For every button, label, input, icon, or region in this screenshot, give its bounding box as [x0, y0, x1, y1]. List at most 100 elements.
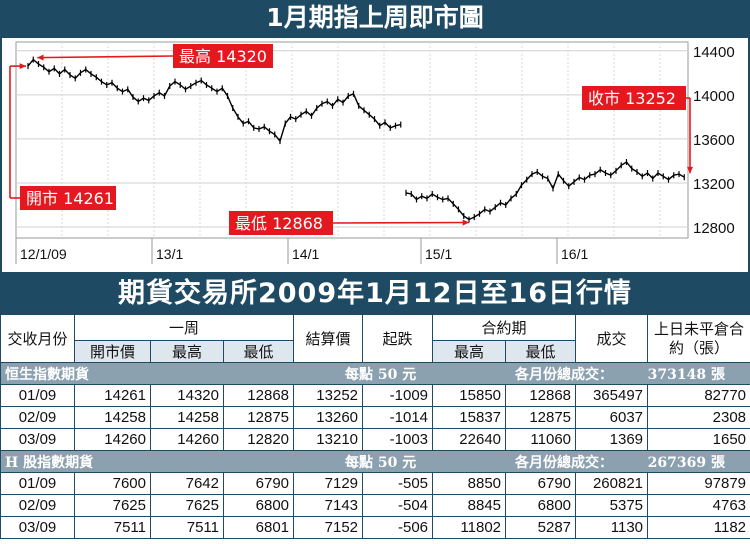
header-contract: 合約期 — [432, 314, 577, 341]
cell-contract-high: 15837 — [432, 406, 507, 429]
price-line — [27, 58, 685, 221]
cell-settle: 7152 — [293, 516, 364, 539]
header-week: 一周 — [73, 314, 295, 341]
cell-month: 02/09 — [0, 494, 75, 517]
cell-change: -505 — [362, 472, 434, 495]
header-change: 起跌 — [362, 314, 434, 363]
cell-high: 14260 — [150, 428, 224, 451]
cell-change: -504 — [362, 494, 434, 517]
cell-contract-low: 6790 — [505, 472, 577, 495]
cell-low: 6800 — [222, 494, 295, 517]
cell-high: 7511 — [150, 516, 224, 539]
cell-low: 12868 — [222, 384, 295, 407]
annotation-close: 收市 13252 — [588, 89, 676, 108]
cell-open-interest: 97879 — [647, 472, 750, 495]
header-contract-low: 最低 — [505, 340, 577, 363]
cell-settle: 13260 — [293, 406, 364, 429]
cell-month: 01/09 — [0, 384, 75, 407]
cell-high: 14258 — [150, 406, 224, 429]
cell-contract-high: 15850 — [432, 384, 507, 407]
cell-month: 03/09 — [0, 428, 75, 451]
cell-change: -1003 — [362, 428, 434, 451]
chart-title-banner: 1月期指上周即市圖 — [0, 0, 750, 36]
cell-open: 7600 — [74, 472, 151, 495]
cell-volume: 1369 — [575, 428, 649, 451]
cell-month: 03/09 — [0, 516, 75, 539]
cell-contract-low: 12875 — [505, 406, 577, 429]
table-row: 03/09 14260 14260 12820 13210 -1003 2264… — [0, 428, 750, 451]
cell-volume: 1130 — [575, 516, 649, 539]
section-row-hshare: H 股指數期貨 每點 50 元 各月份總成交： 267369 張 — [0, 450, 750, 473]
intraday-chart: 14400 14000 13600 13200 12800 12/1/09 13/1 14/1… — [0, 36, 750, 274]
section-total: 373148 張 — [647, 366, 725, 383]
cell-open: 14260 — [74, 428, 151, 451]
cell-low: 6790 — [222, 472, 295, 495]
annotation-high-arrow — [37, 55, 174, 59]
x-tick-label: 12/1/09 — [20, 246, 67, 262]
section-row-hsi: 恒生指數期貨 每點 50 元 各月份總成交： 373148 張 — [0, 362, 750, 385]
cell-change: -506 — [362, 516, 434, 539]
cell-contract-high: 22640 — [432, 428, 507, 451]
x-tick-label: 13/1 — [156, 246, 183, 262]
cell-contract-low: 12868 — [505, 384, 577, 407]
cell-high: 7625 — [150, 494, 224, 517]
annotation-high: 最高 14320 — [179, 47, 267, 66]
x-tick-label: 15/1 — [425, 246, 452, 262]
header-volume: 成交 — [575, 314, 649, 363]
annotation-low-box — [229, 211, 333, 235]
cell-open: 7625 — [74, 494, 151, 517]
cell-contract-low: 5287 — [505, 516, 577, 539]
section-total-label: 各月份總成交： — [515, 366, 613, 383]
header-settle: 結算價 — [293, 314, 364, 363]
annotation-open: 開市 14261 — [26, 189, 114, 208]
annotation-close-arrow-head — [686, 166, 694, 174]
section-name: H 股指數期貨 — [5, 454, 94, 471]
cell-high: 7642 — [150, 472, 224, 495]
section-unit: 每點 50 元 — [345, 454, 417, 471]
cell-contract-high: 11802 — [432, 516, 507, 539]
cell-month: 02/09 — [0, 406, 75, 429]
cell-settle: 7129 — [293, 472, 364, 495]
header-open-interest: 上日未平倉合約（張） — [647, 314, 750, 363]
cell-settle: 7143 — [293, 494, 364, 517]
cell-volume: 6037 — [575, 406, 649, 429]
y-tick-label: 14000 — [693, 88, 735, 105]
table-row: 02/09 7625 7625 6800 7143 -504 8845 6800… — [0, 494, 750, 517]
cell-open-interest: 1182 — [647, 516, 750, 539]
cell-low: 12875 — [222, 406, 295, 429]
y-tick-label: 12800 — [693, 220, 735, 237]
cell-month: 01/09 — [0, 472, 75, 495]
annotation-low: 最低 12868 — [235, 214, 323, 233]
section-total: 267369 張 — [647, 454, 725, 471]
section-total-label: 各月份總成交： — [515, 454, 613, 471]
cell-contract-high: 8845 — [432, 494, 507, 517]
cell-change: -1009 — [362, 384, 434, 407]
annotation-high-box — [173, 44, 273, 68]
cell-high: 14320 — [150, 384, 224, 407]
y-tick-label: 13600 — [693, 132, 735, 149]
cell-volume: 365497 — [575, 384, 649, 407]
table-row: 02/09 14258 14258 12875 13260 -1014 1583… — [0, 406, 750, 429]
cell-contract-high: 8850 — [432, 472, 507, 495]
table-row: 03/09 7511 7511 6801 7152 -506 11802 528… — [0, 516, 750, 539]
cell-settle: 13210 — [293, 428, 364, 451]
header-high: 最高 — [150, 340, 224, 363]
x-tick-label: 14/1 — [292, 246, 319, 262]
cell-open: 14261 — [74, 384, 151, 407]
header-low: 最低 — [222, 340, 295, 363]
cell-settle: 13252 — [293, 384, 364, 407]
table-title-banner: 期貨交易所2009年1月12日至16日行情 — [0, 274, 750, 314]
annotation-close-box — [582, 86, 686, 110]
cell-open: 7511 — [74, 516, 151, 539]
cell-open-interest: 4763 — [647, 494, 750, 517]
cell-open-interest: 1650 — [647, 428, 750, 451]
cell-open: 14258 — [74, 406, 151, 429]
cell-low: 6801 — [222, 516, 295, 539]
annotation-high-arrow-head — [37, 54, 44, 61]
section-name: 恒生指數期貨 — [5, 366, 89, 383]
annotation-open-arrow-head — [19, 63, 26, 70]
table-row: 01/09 14261 14320 12868 13252 -1009 1585… — [0, 384, 750, 407]
cell-change: -1014 — [362, 406, 434, 429]
header-month: 交收月份 — [0, 314, 75, 363]
annotation-open-box — [20, 186, 116, 210]
